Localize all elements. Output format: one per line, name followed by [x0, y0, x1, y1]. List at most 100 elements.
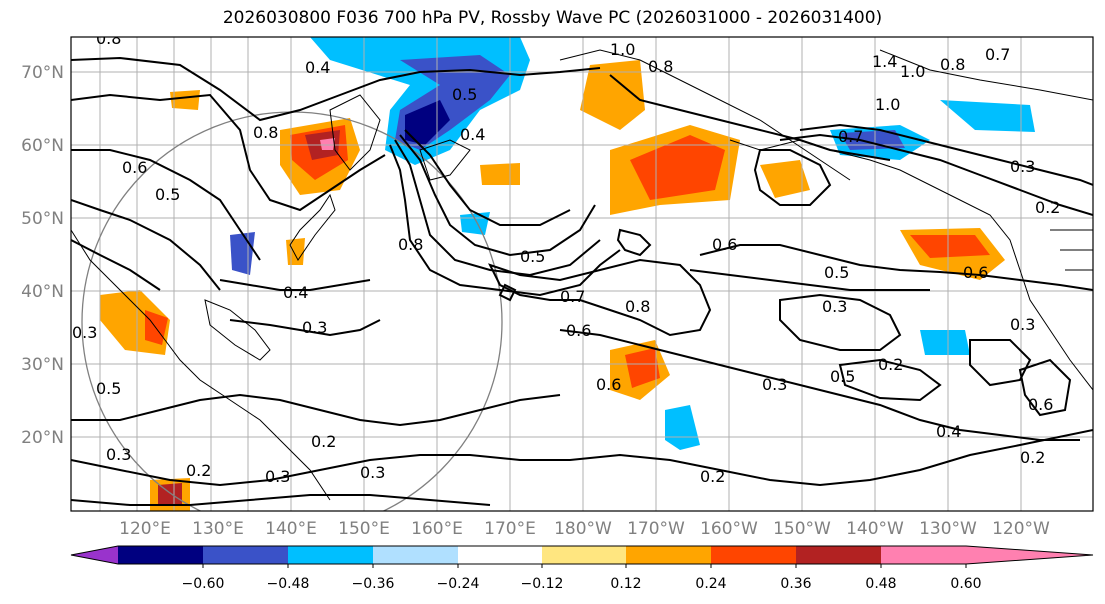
- lat-label: 60°N: [21, 136, 64, 156]
- colorbar-tick-label: −0.48: [267, 576, 310, 592]
- colorbar-segment: [118, 546, 203, 564]
- lon-label: 140°E: [265, 519, 317, 539]
- colorbar-tick-label: −0.24: [437, 576, 480, 592]
- contour-label: 0.8: [253, 123, 278, 142]
- lon-label: 160°W: [700, 519, 758, 539]
- contour-label: 0.3: [822, 297, 847, 316]
- map-title: 2026030800 F036 700 hPa PV, Rossby Wave …: [222, 8, 883, 28]
- latitude-labels: 70°N 60°N 50°N 40°N 30°N 20°N: [21, 63, 64, 448]
- lon-label: 150°E: [338, 519, 390, 539]
- pv-contours: [71, 56, 1093, 506]
- contour-label: 0.6: [566, 321, 591, 340]
- lon-label: 140°W: [846, 519, 904, 539]
- contour-label: 0.5: [155, 185, 180, 204]
- contour-label: 0.4: [936, 422, 961, 441]
- contour-label: 0.8: [940, 55, 965, 74]
- colorbar-segment: [796, 546, 881, 564]
- map-frame: [70, 36, 1094, 512]
- shade-positive-gulf-core: [630, 135, 725, 200]
- lat-label: 40°N: [21, 282, 64, 302]
- lon-label: 130°E: [192, 519, 244, 539]
- contour-label: 0.3: [106, 445, 131, 464]
- longitude-labels: 120°E 130°E 140°E 150°E 160°E 170°E 180°…: [119, 519, 1050, 539]
- colorbar-tick-label: 0.12: [610, 576, 641, 592]
- contour-labels: 0.8 0.4 0.5 0.4 0.8 1.0 0.8 1.4 1.0 0.8 …: [72, 29, 1060, 486]
- shade-positive-small-1: [170, 90, 200, 110]
- contour-label: 0.6: [1028, 395, 1053, 414]
- contour-label: 0.2: [186, 461, 211, 480]
- shade-positive-small-6: [286, 238, 305, 265]
- contour-label: 1.0: [875, 95, 900, 114]
- contour-label: 0.7: [985, 45, 1010, 64]
- lon-label: 120°E: [119, 519, 171, 539]
- lat-label: 50°N: [21, 209, 64, 229]
- contour-label: 0.6: [122, 158, 147, 177]
- shade-negative-tropic: [665, 405, 700, 450]
- colorbar-segment: [373, 546, 458, 564]
- contour-label: 0.7: [560, 287, 585, 306]
- contour-label: 0.5: [824, 263, 849, 282]
- contour-label: 1.4: [872, 52, 897, 71]
- contour-label: 0.5: [520, 247, 545, 266]
- shade-negative-pacific: [920, 330, 970, 355]
- shade-positive-mid-core: [625, 348, 660, 388]
- contour-label: 1.0: [610, 40, 635, 59]
- lat-label: 20°N: [21, 428, 64, 448]
- contour-label: 0.2: [878, 355, 903, 374]
- colorbar-tick-label: −0.36: [352, 576, 395, 592]
- contour-label: 0.2: [1035, 198, 1060, 217]
- colorbar-segment: [711, 546, 796, 564]
- colorbar-tick-label: 0.48: [865, 576, 896, 592]
- shade-positive-peak: [320, 138, 335, 150]
- contour-label: 0.8: [96, 29, 121, 48]
- shade-positive-aleutian: [580, 60, 645, 130]
- contour-label: 0.7: [838, 127, 863, 146]
- colorbar-tick-label: −0.12: [521, 576, 564, 592]
- shade-positive-small-5: [480, 163, 520, 185]
- lat-label: 30°N: [21, 355, 64, 375]
- colorbar-segment: [203, 546, 288, 564]
- contour-label: 0.8: [625, 297, 650, 316]
- contour-label: 0.3: [1010, 157, 1035, 176]
- lat-label: 70°N: [21, 63, 64, 83]
- lon-label: 160°E: [411, 519, 463, 539]
- shade-positive-east-core: [910, 235, 990, 258]
- contour-label: 0.5: [452, 85, 477, 104]
- contour-label: 0.6: [596, 375, 621, 394]
- colorbar-segment: [458, 546, 542, 564]
- shade-negative-east: [940, 100, 1035, 132]
- contour-label: 0.5: [830, 367, 855, 386]
- colorbar-segment: [881, 546, 966, 564]
- contour-label: 1.0: [900, 62, 925, 81]
- contour-label: 0.6: [712, 235, 737, 254]
- lon-label: 150°W: [773, 519, 831, 539]
- colorbar-segment: [288, 546, 373, 564]
- contour-label: 0.3: [302, 318, 327, 337]
- coastlines: [71, 49, 1093, 501]
- lon-label: 170°W: [627, 519, 685, 539]
- colorbar-segment: [542, 546, 626, 564]
- contour-label: 0.4: [305, 58, 330, 77]
- contour-label: 0.5: [96, 379, 121, 398]
- contour-label: 0.4: [283, 283, 308, 302]
- contour-label: 0.3: [360, 463, 385, 482]
- contour-label: 0.2: [311, 432, 336, 451]
- contour-label: 0.2: [1020, 448, 1045, 467]
- contour-label: 0.3: [265, 467, 290, 486]
- shade-negative-north-deep: [405, 100, 450, 145]
- lon-label: 170°E: [484, 519, 536, 539]
- colorbar-extend-left: [71, 546, 118, 564]
- colorbar-tick-label: −0.60: [182, 576, 225, 592]
- contour-label: 0.6: [963, 263, 988, 282]
- colorbar: −0.60 −0.48 −0.36 −0.24 −0.12 0.12 0.24 …: [70, 545, 1094, 592]
- colorbar-extend-right: [966, 546, 1093, 564]
- colorbar-tick-label: 0.24: [695, 576, 726, 592]
- contour-label: 0.3: [1010, 315, 1035, 334]
- contour-label: 0.8: [398, 235, 423, 254]
- colorbar-segment: [626, 546, 711, 564]
- lon-label: 180°W: [554, 519, 612, 539]
- shade-positive-small-2: [760, 160, 810, 198]
- lon-label: 130°W: [919, 519, 977, 539]
- shade-negative-mid: [460, 212, 490, 235]
